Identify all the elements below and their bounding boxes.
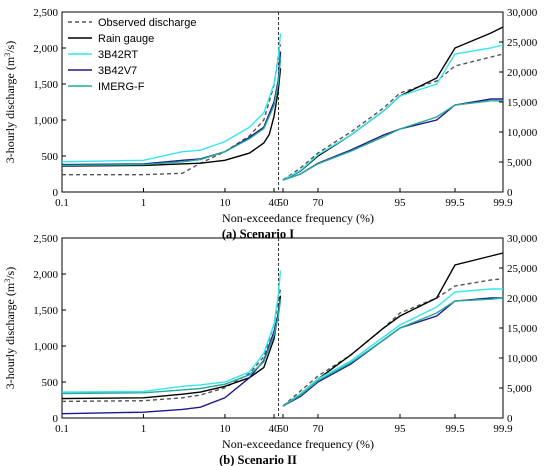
series-line-right [282,53,504,181]
right-y-tick-label: 10,000 [507,353,538,365]
left-y-tick-label: 0 [53,413,59,425]
legend-label: 3B42V7 [98,65,137,77]
y-axis-title-text: 3-hourly discharge (m [3,282,17,389]
right-y-tick-label: 15,000 [507,97,538,109]
left-y-tick-label: 1,000 [33,341,58,353]
y-axis-title-unit: /s) [3,267,17,279]
x-axis-title: Non-exceedance frequency (%) [222,211,374,225]
x-tick-label: 0.1 [55,423,69,435]
x-tick-label: 95 [395,197,407,209]
left-y-tick-label: 2,500 [33,7,58,19]
left-y-tick-label: 500 [42,377,59,389]
series-line-right [282,297,504,407]
x-tick-label: 99.5 [445,423,465,435]
x-tick-label: 10 [219,197,231,209]
x-tick-label: 70 [313,423,325,435]
y-axis-title-superscript: 3 [3,279,12,283]
right-y-tick-label: 30,000 [507,233,538,245]
series-line-left [61,299,282,415]
right-y-tick-label: 20,000 [507,293,538,305]
x-tick-label: 40 [269,197,281,209]
x-tick-label: 70 [313,197,325,209]
right-y-tick-label: 0 [507,413,513,425]
right-y-tick-label: 25,000 [507,263,538,275]
right-y-tick-label: 5,000 [507,383,532,395]
y-axis-title: 3-hourly discharge (m3/s) [3,267,17,389]
panel-caption: (b) Scenario II [219,453,297,466]
x-tick-label: 10 [219,423,231,435]
legend-label: Observed discharge [98,17,196,29]
legend-label: IMERG-F [98,81,145,93]
series-line-left [61,299,282,395]
left-y-tick-label: 0 [53,187,59,199]
x-axis-title: Non-exceedance frequency (%) [222,437,374,451]
right-y-tick-label: 20,000 [507,67,538,79]
x-tick-label: 1 [141,197,147,209]
x-tick-label: 0.1 [55,197,69,209]
y-axis-title-text: 3-hourly discharge (m [3,56,17,163]
series-line-right [282,44,504,181]
right-y-tick-label: 25,000 [507,37,538,49]
x-tick-label: 99.9 [493,197,513,209]
series-line-right [282,100,503,181]
y-axis-title-unit: /s) [3,41,17,53]
panel-scenario-1: 0 500 1,000 1,500 2,000 2,500 0 5,000 10,000 15,0… [3,7,538,241]
x-tick-label: 1 [141,423,147,435]
y-axis-title-superscript: 3 [3,53,12,57]
left-y-tick-label: 2,000 [33,43,58,55]
x-tick-label: 40 [269,423,281,435]
panel-scenario-2: 0 500 1,000 1,500 2,000 2,500 0 5,000 10,000 15,0… [3,233,538,466]
series-line-right [282,288,503,407]
right-y-tick-label: 10,000 [507,127,538,139]
x-tick-label: 50 [278,197,290,209]
panel-caption: (a) Scenario I [222,227,294,241]
left-y-tick-label: 1,500 [33,305,58,317]
left-y-tick-label: 1,500 [33,79,58,91]
legend-label: 3B42RT [98,49,138,61]
right-y-tick-label: 15,000 [507,323,538,335]
right-y-tick-label: 0 [507,187,513,199]
series-line-left [61,33,282,163]
right-y-tick-label: 30,000 [507,7,538,19]
series-line-left [61,68,282,167]
left-y-tick-label: 2,500 [33,233,58,245]
x-tick-label: 50 [278,423,290,435]
legend-label: Rain gauge [98,33,154,45]
series-line-left [61,270,282,393]
x-tick-label: 99.5 [445,197,465,209]
x-tick-label: 95 [395,423,407,435]
x-tick-label: 99.9 [493,423,513,435]
series-line-left [61,58,282,167]
left-y-tick-label: 500 [42,151,59,163]
left-y-tick-label: 1,000 [33,115,58,127]
right-y-tick-label: 5,000 [507,157,532,169]
y-axis-title: 3-hourly discharge (m3/s) [3,41,17,163]
left-y-tick-label: 2,000 [33,269,58,281]
